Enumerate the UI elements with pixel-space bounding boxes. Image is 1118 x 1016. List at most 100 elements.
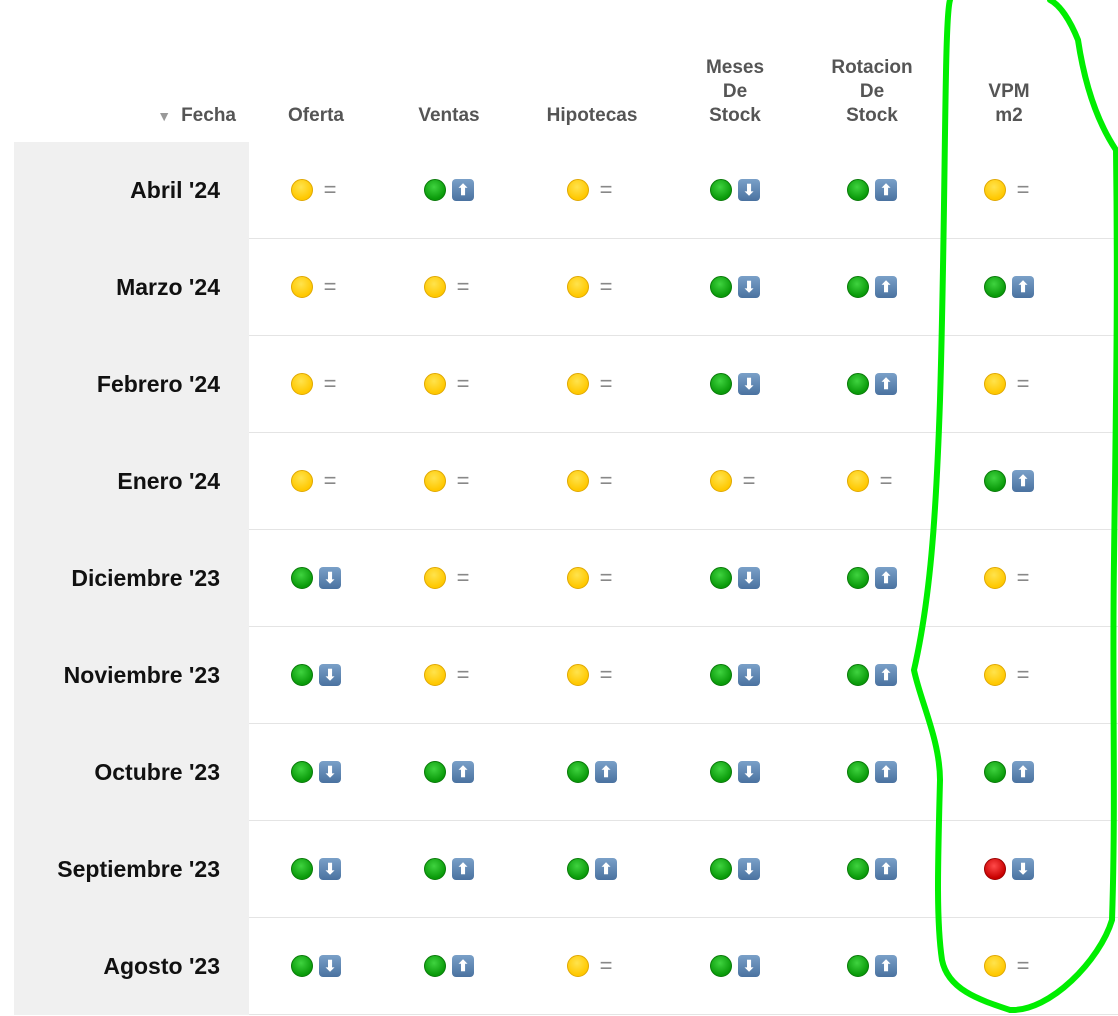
green-circle-icon: [291, 567, 313, 589]
green-circle-icon: [424, 761, 446, 783]
green-circle-icon: [710, 664, 732, 686]
equal-icon: =: [456, 468, 470, 493]
yellow-circle-icon: [291, 276, 313, 298]
equal-icon: =: [599, 274, 613, 299]
yellow-circle-icon: [424, 373, 446, 395]
column-header-label: Hipotecas: [546, 105, 638, 126]
column-header-hipotecas: Hipotecas: [522, 0, 662, 140]
status-cell-vpm: =: [949, 336, 1069, 432]
status-cell-vpm: ⬆: [949, 239, 1069, 335]
row-date: Marzo '24: [14, 239, 249, 336]
arrow-down-icon: ⬇: [738, 567, 760, 589]
arrow-up-icon: ⬆: [595, 858, 617, 880]
status-cell-oferta: ⬇: [256, 724, 376, 820]
column-header-fecha[interactable]: ▼ Fecha: [14, 0, 236, 140]
status-cell-rotacion: ⬆: [812, 530, 932, 626]
arrow-down-icon: ⬇: [319, 955, 341, 977]
row-date: Noviembre '23: [14, 627, 249, 724]
column-header-label: Ventas: [418, 105, 480, 126]
status-cell-oferta: =: [256, 239, 376, 335]
green-circle-icon: [984, 470, 1006, 492]
yellow-circle-icon: [567, 276, 589, 298]
green-circle-icon: [291, 955, 313, 977]
green-circle-icon: [291, 858, 313, 880]
equal-icon: =: [1016, 371, 1030, 396]
arrow-up-icon: ⬆: [875, 373, 897, 395]
status-cell-oferta: =: [256, 433, 376, 529]
triangle-down-icon[interactable]: ▼: [157, 108, 172, 124]
equal-icon: =: [1016, 662, 1030, 687]
status-cell-hipotecas: ⬆: [532, 724, 652, 820]
yellow-circle-icon: [567, 470, 589, 492]
arrow-down-icon: ⬇: [319, 858, 341, 880]
status-cell-ventas: ⬆: [389, 724, 509, 820]
status-cell-ventas: =: [389, 336, 509, 432]
green-circle-icon: [847, 179, 869, 201]
status-cell-hipotecas: =: [532, 530, 652, 626]
status-cell-meses: ⬇: [675, 142, 795, 238]
yellow-circle-icon: [567, 664, 589, 686]
row-date: Septiembre '23: [14, 821, 249, 918]
status-cell-rotacion: ⬆: [812, 724, 932, 820]
yellow-circle-icon: [424, 276, 446, 298]
status-cell-meses: ⬇: [675, 336, 795, 432]
status-cell-vpm: =: [949, 142, 1069, 238]
arrow-up-icon: ⬆: [875, 179, 897, 201]
status-cell-oferta: ⬇: [256, 530, 376, 626]
arrow-up-icon: ⬆: [875, 567, 897, 589]
arrow-down-icon: ⬇: [319, 761, 341, 783]
row-date: Agosto '23: [14, 918, 249, 1015]
yellow-circle-icon: [291, 179, 313, 201]
arrow-up-icon: ⬆: [595, 761, 617, 783]
column-header-vpm: VPM m2: [944, 0, 1074, 140]
status-cell-hipotecas: =: [532, 142, 652, 238]
yellow-circle-icon: [424, 664, 446, 686]
column-header-partial: C V: [1095, 0, 1118, 140]
row-date: Diciembre '23: [14, 530, 249, 627]
status-cell-meses: =: [675, 433, 795, 529]
column-header-label: Fecha: [181, 105, 236, 126]
arrow-up-icon: ⬆: [1012, 470, 1034, 492]
yellow-circle-icon: [984, 664, 1006, 686]
column-header-label: Meses De Stock: [705, 57, 765, 126]
status-cell-vpm: ⬇: [949, 821, 1069, 917]
green-circle-icon: [567, 761, 589, 783]
status-cell-ventas: =: [389, 530, 509, 626]
status-cell-ventas: ⬆: [389, 918, 509, 1014]
green-circle-icon: [710, 858, 732, 880]
yellow-circle-icon: [847, 470, 869, 492]
row-date: Enero '24: [14, 433, 249, 530]
table-row: Diciembre '23 ⬇ = = ⬇ ⬆ =: [14, 530, 1118, 627]
green-circle-icon: [291, 761, 313, 783]
table-row: Enero '24 = = = = = ⬆: [14, 433, 1118, 530]
equal-icon: =: [599, 468, 613, 493]
green-circle-icon: [984, 761, 1006, 783]
green-circle-icon: [567, 858, 589, 880]
arrow-up-icon: ⬆: [875, 761, 897, 783]
arrow-down-icon: ⬇: [738, 276, 760, 298]
yellow-circle-icon: [291, 470, 313, 492]
yellow-circle-icon: [291, 373, 313, 395]
equal-icon: =: [323, 468, 337, 493]
status-cell-ventas: =: [389, 433, 509, 529]
status-cell-meses: ⬇: [675, 821, 795, 917]
status-cell-rotacion: ⬆: [812, 627, 932, 723]
column-header-label: Rotacion De Stock: [831, 57, 913, 126]
arrow-up-icon: ⬆: [452, 955, 474, 977]
arrow-down-icon: ⬇: [319, 664, 341, 686]
red-circle-icon: [984, 858, 1006, 880]
status-cell-ventas: ⬆: [389, 821, 509, 917]
yellow-circle-icon: [567, 179, 589, 201]
yellow-circle-icon: [984, 373, 1006, 395]
green-circle-icon: [291, 664, 313, 686]
equal-icon: =: [599, 371, 613, 396]
table-row: Septiembre '23 ⬇ ⬆ ⬆ ⬇ ⬆ ⬇: [14, 821, 1118, 918]
table-row: Noviembre '23 ⬇ = = ⬇ ⬆ =: [14, 627, 1118, 724]
arrow-up-icon: ⬆: [875, 276, 897, 298]
status-cell-meses: ⬇: [675, 530, 795, 626]
arrow-up-icon: ⬆: [875, 858, 897, 880]
green-circle-icon: [710, 276, 732, 298]
arrow-up-icon: ⬆: [452, 179, 474, 201]
yellow-circle-icon: [424, 567, 446, 589]
equal-icon: =: [599, 953, 613, 978]
